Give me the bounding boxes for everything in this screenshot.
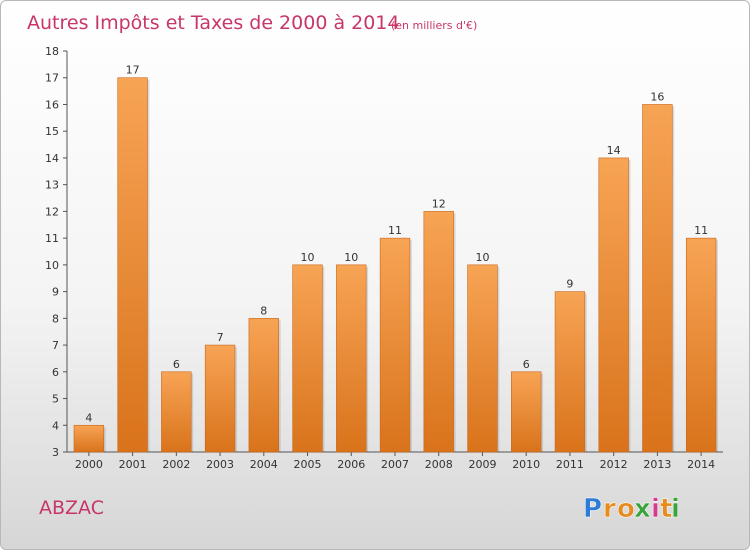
data-label-2000: 4: [85, 411, 92, 424]
commune-name: ABZAC: [39, 497, 104, 519]
y-tick-label: 12: [45, 205, 59, 218]
data-label-2011: 9: [566, 278, 573, 291]
y-tick-label: 7: [52, 339, 59, 352]
bars: 4 17 6 7 8 10 10 11 12 10 6 9 14 16 11: [73, 64, 719, 453]
data-label-2009: 10: [475, 251, 489, 264]
data-label-2007: 11: [388, 224, 402, 237]
chart-subtitle: (en milliers d'€): [391, 19, 477, 32]
data-label-2010: 6: [523, 358, 530, 371]
chart-title: Autres Impôts et Taxes de 2000 à 2014: [27, 12, 400, 34]
logo-letter: P: [583, 494, 602, 524]
x-tick-label-2001: 2001: [119, 458, 147, 471]
y-tick-label: 10: [45, 259, 59, 272]
y-tick-label: 15: [45, 125, 59, 138]
bar-2004: [248, 318, 279, 453]
data-label-2002: 6: [173, 358, 180, 371]
y-tick-label: 3: [52, 446, 59, 459]
data-label-2001: 17: [126, 64, 140, 77]
x-tick-label-2006: 2006: [337, 458, 365, 471]
x-tick-label-2004: 2004: [250, 458, 278, 471]
bar-2012: [598, 157, 629, 453]
y-tick-label: 18: [45, 45, 59, 58]
data-label-2012: 14: [607, 144, 621, 157]
x-tick-label-2009: 2009: [468, 458, 496, 471]
data-label-2004: 8: [260, 304, 267, 317]
logo-letter: i: [651, 494, 660, 524]
y-tick-label: 6: [52, 366, 59, 379]
x-axis: 2000 2001 2002 2003 2004 2005 2006 2007 2008 2009…: [67, 451, 723, 471]
logo-letter: t: [660, 494, 672, 524]
x-tick-label-2005: 2005: [294, 458, 322, 471]
x-tick-label-2014: 2014: [687, 458, 715, 471]
bar-2009: [467, 264, 498, 453]
y-tick-label: 16: [45, 98, 59, 111]
x-tick-label-2011: 2011: [556, 458, 584, 471]
x-tick-label-2008: 2008: [425, 458, 453, 471]
y-tick-label: 8: [52, 312, 59, 325]
bar-2000: [73, 424, 105, 453]
bar-2011: [554, 291, 586, 453]
bar-2002: [161, 371, 192, 453]
bar-2006: [336, 264, 367, 453]
y-tick-label: 17: [45, 72, 59, 85]
bar-2007: [379, 237, 411, 453]
x-tick-label-2010: 2010: [512, 458, 540, 471]
bar-2008: [423, 211, 454, 453]
data-label-2008: 12: [432, 197, 446, 210]
x-tick-label-2003: 2003: [206, 458, 234, 471]
y-tick-label: 11: [45, 232, 59, 245]
bar-2005: [292, 264, 323, 453]
data-label-2006: 10: [344, 251, 358, 264]
logo-letter: x: [634, 494, 651, 524]
y-tick-label: 14: [45, 152, 59, 165]
x-tick-label-2007: 2007: [381, 458, 409, 471]
data-label-2013: 16: [650, 90, 664, 103]
bar-2003: [204, 344, 236, 453]
x-tick-label-2002: 2002: [162, 458, 190, 471]
bar-2001: [117, 77, 148, 453]
data-label-2003: 7: [217, 331, 224, 344]
bar-2010: [511, 371, 542, 453]
logo-letter: o: [617, 494, 635, 524]
x-tick-label-2000: 2000: [75, 458, 103, 471]
bar-2013: [642, 104, 673, 453]
data-label-2014: 11: [694, 224, 708, 237]
logo-letter: i: [671, 494, 680, 524]
y-tick-label: 5: [52, 393, 59, 406]
y-tick-label: 13: [45, 179, 59, 192]
x-tick-label-2013: 2013: [643, 458, 671, 471]
y-tick-label: 4: [52, 419, 59, 432]
y-axis: 3 4 5 6 7 8 9 10 11 12 13 14 15 16 17 18: [45, 45, 68, 459]
x-tick-label-2012: 2012: [600, 458, 628, 471]
logo-letter: r: [603, 494, 616, 524]
data-label-2005: 10: [301, 251, 315, 264]
y-tick-label: 9: [52, 286, 59, 299]
bar-2014: [685, 237, 717, 453]
